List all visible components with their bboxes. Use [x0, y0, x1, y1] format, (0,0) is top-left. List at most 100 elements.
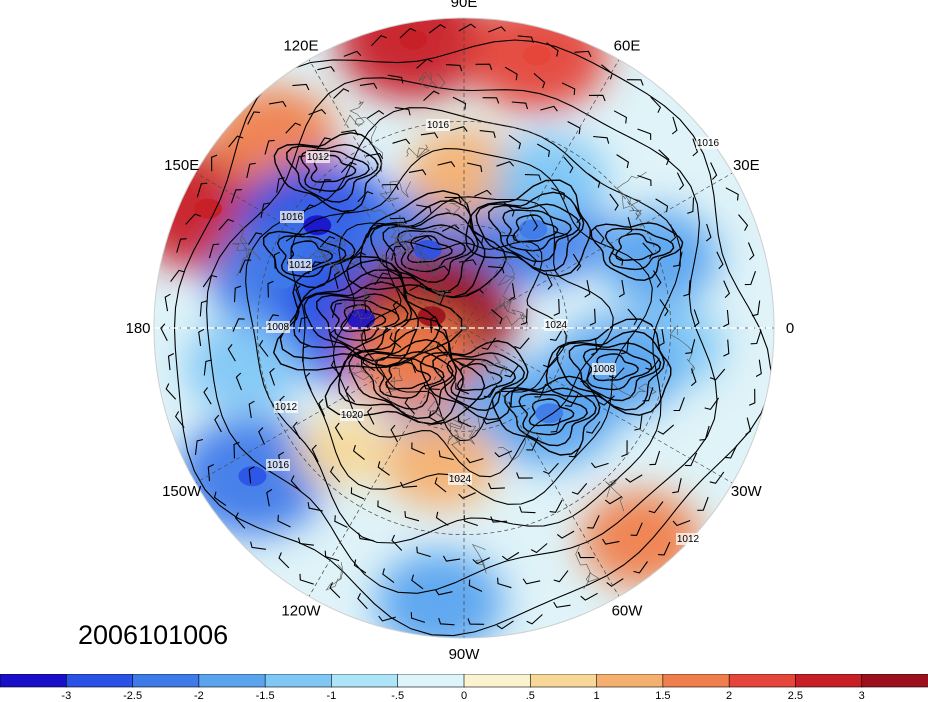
- wind-barb: [621, 440, 628, 458]
- wind-barb: [504, 364, 519, 378]
- wind-barb: [292, 83, 310, 91]
- wind-barb: [601, 64, 613, 80]
- wind-barb: [584, 280, 591, 298]
- meridian-line: [463, 327, 733, 484]
- wind-barb: [445, 64, 463, 72]
- wind-barb: [747, 242, 755, 260]
- wind-barb: [508, 401, 526, 408]
- pressure-contour: [614, 232, 661, 262]
- wind-barb: [430, 315, 437, 333]
- wind-barb: [630, 522, 643, 536]
- wind-barb: [378, 615, 396, 622]
- colorbar-swatch: [0, 674, 68, 688]
- wind-barb: [692, 138, 699, 157]
- wind-barb: [430, 265, 449, 272]
- wind-barb: [333, 88, 350, 99]
- wind-barb: [353, 559, 367, 574]
- wind-barb: [277, 514, 291, 528]
- wind-barb: [233, 441, 240, 459]
- coastline: [497, 431, 542, 461]
- wind-barb: [625, 474, 643, 483]
- wind-barb: [294, 155, 306, 171]
- wind-barb: [529, 213, 538, 232]
- colorbar-tick-label: .5: [526, 690, 535, 702]
- colorbar-swatch: [463, 674, 532, 688]
- wind-barb: [434, 477, 447, 493]
- wind-barb: [328, 329, 335, 348]
- coastline: [471, 544, 487, 574]
- anomaly-core: [238, 466, 267, 487]
- wind-barb: [218, 218, 234, 231]
- wind-barb: [533, 72, 546, 89]
- wind-barb: [479, 130, 496, 138]
- coastline: [497, 258, 516, 295]
- pressure-contour: [359, 200, 486, 298]
- wind-barb: [248, 232, 263, 245]
- pressure-contour: [432, 352, 526, 412]
- wind-barb: [318, 179, 331, 193]
- wind-barb: [504, 66, 518, 81]
- wind-barb: [594, 227, 605, 244]
- wind-barb: [549, 499, 563, 513]
- wind-barb: [358, 532, 374, 542]
- wind-barb: [340, 161, 357, 173]
- coastline: [348, 357, 380, 381]
- wind-barb: [457, 415, 472, 428]
- contour-label: 1016: [267, 460, 290, 471]
- pressure-contour: [348, 338, 458, 420]
- coastline: [385, 367, 403, 394]
- wind-barb: [260, 202, 270, 218]
- wind-barb: [438, 617, 455, 626]
- wind-barb: [367, 407, 375, 425]
- pressure-contour: [406, 234, 453, 264]
- wind-barb: [391, 534, 403, 551]
- longitude-label: 60W: [612, 602, 644, 619]
- coastline: [340, 300, 383, 319]
- wind-barb: [645, 358, 661, 371]
- pressure-contour: [385, 361, 432, 390]
- wind-barb: [750, 329, 762, 345]
- colorbar-tick-label: 1.5: [655, 690, 670, 702]
- wind-barb: [568, 444, 582, 458]
- longitude-label: 90E: [451, 0, 478, 11]
- wind-barb: [414, 235, 433, 243]
- wind-barb: [423, 90, 440, 102]
- wind-barb: [233, 285, 242, 303]
- wind-barb: [444, 196, 462, 204]
- coastline: [418, 71, 446, 90]
- wind-barb: [336, 210, 352, 224]
- pressure-contour: [273, 131, 383, 213]
- wind-barb: [502, 201, 515, 217]
- colorbar-tick-label: 2.5: [788, 690, 803, 702]
- wind-barb: [530, 543, 548, 554]
- wind-barb: [567, 121, 581, 135]
- wind-barb: [382, 568, 395, 584]
- wind-barb: [416, 546, 431, 558]
- wind-barb: [343, 50, 362, 57]
- wind-barb: [572, 253, 582, 272]
- wind-barb: [295, 285, 302, 303]
- wind-barb: [481, 337, 496, 350]
- wind-barb: [344, 385, 356, 403]
- contour-label: 1024: [449, 474, 472, 485]
- coastline: [232, 235, 262, 261]
- wind-barb: [475, 63, 493, 70]
- wind-barb: [404, 511, 420, 522]
- wind-barb: [164, 293, 171, 312]
- wind-barb: [483, 384, 498, 398]
- wind-barb: [571, 483, 588, 495]
- wind-barb: [586, 421, 601, 434]
- wind-barb: [553, 570, 569, 583]
- wind-barb: [472, 557, 491, 565]
- wind-barb: [392, 138, 411, 145]
- pressure-contour: [360, 350, 454, 410]
- wind-barb: [214, 414, 222, 433]
- wind-barb: [264, 139, 275, 155]
- meridian-line: [463, 172, 733, 329]
- wind-barb: [439, 291, 451, 306]
- pressure-contour: [262, 229, 356, 289]
- coastline: [421, 261, 445, 276]
- wind-barb: [683, 280, 691, 297]
- longitude-label: 0: [786, 320, 794, 337]
- wind-barb: [232, 318, 245, 332]
